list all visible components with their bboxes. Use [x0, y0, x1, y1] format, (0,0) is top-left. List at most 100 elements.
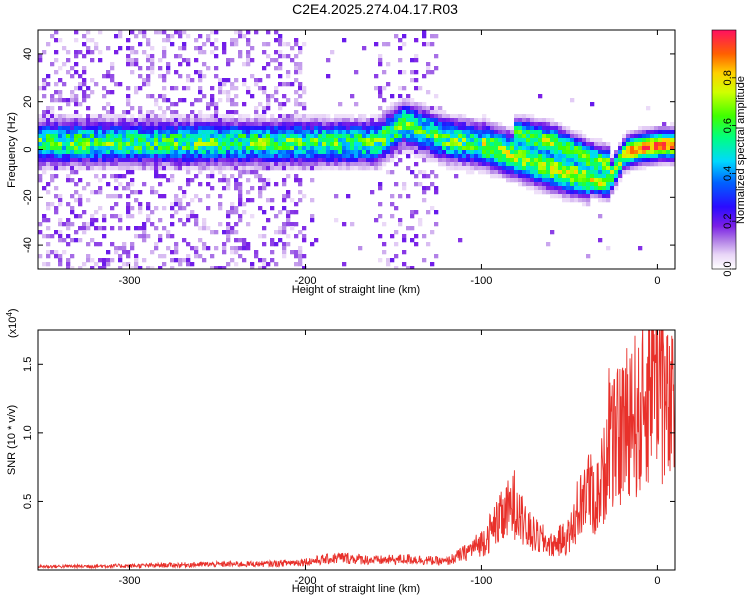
spectrogram-cell — [110, 90, 115, 95]
spectrogram-cell — [158, 194, 163, 199]
spectrogram-cell — [362, 146, 367, 151]
spectrogram-cell — [394, 182, 399, 187]
spectrogram-cell — [442, 138, 447, 143]
spectrogram-cell — [570, 98, 575, 103]
spectrogram-cell — [490, 126, 495, 131]
spectrogram-cell — [114, 194, 119, 199]
spectrogram-cell — [346, 130, 351, 135]
spectrogram-cell — [102, 94, 107, 99]
spectrogram-cell — [174, 102, 179, 107]
spectrogram-cell — [578, 154, 583, 159]
spectrogram-cell — [114, 158, 119, 163]
spectrogram-cell — [574, 158, 579, 163]
spectrogram-cell — [550, 178, 555, 183]
spectrogram-cell — [198, 150, 203, 155]
spectrogram-cell — [598, 166, 603, 171]
spectrogram-cell — [50, 106, 55, 111]
spectrogram-cell — [646, 150, 651, 155]
spectrogram-cell — [338, 146, 343, 151]
spectrogram-cell — [306, 122, 311, 127]
spectrogram-cell — [234, 122, 239, 127]
spectrogram-cell — [234, 102, 239, 107]
spectrogram-cell — [70, 254, 75, 259]
spectrogram-cell — [646, 130, 651, 135]
spectrogram-cell — [442, 130, 447, 135]
spectrogram-cell — [214, 158, 219, 163]
spectrogram-cell — [510, 126, 515, 131]
spectrogram-cell — [58, 158, 63, 163]
spectrogram-cell — [450, 154, 455, 159]
spectrogram-cell — [462, 134, 467, 139]
spectrogram-cell — [170, 146, 175, 151]
spectrogram-cell — [210, 102, 215, 107]
spectrogram-cell — [186, 58, 191, 63]
spectrogram-cell — [62, 150, 67, 155]
spectrogram-cell — [614, 182, 619, 187]
spectrogram-cell — [274, 214, 279, 219]
spectrogram-cell — [342, 114, 347, 119]
spectrogram-cell — [618, 158, 623, 163]
spectrogram-cell — [62, 130, 67, 135]
spectrogram-cell — [670, 126, 675, 131]
spectrogram-cell — [470, 150, 475, 155]
spectrogram-cell — [178, 158, 183, 163]
spectrogram-cell — [382, 150, 387, 155]
spectrogram-cell — [418, 170, 423, 175]
spectrogram-cell — [378, 58, 383, 63]
spectrogram-cell — [142, 122, 147, 127]
spectrogram-cell — [42, 142, 47, 147]
spectrogram-cell — [278, 210, 283, 215]
spectrogram-cell — [518, 178, 523, 183]
spectrogram-cell — [318, 114, 323, 119]
spectrogram-cell — [238, 118, 243, 123]
spectrogram-cell — [130, 118, 135, 123]
spectrogram-cell — [282, 246, 287, 251]
spectrogram-cell — [178, 74, 183, 79]
spectrogram-cell — [642, 138, 647, 143]
spectrogram-cell — [70, 170, 75, 175]
spectrogram-cell — [166, 158, 171, 163]
spectrogram-cell — [154, 98, 159, 103]
spectrogram-cell — [74, 134, 79, 139]
spectrogram-cell — [166, 126, 171, 131]
spectrogram-cell — [158, 234, 163, 239]
spectrogram-cell — [286, 118, 291, 123]
spectrogram-cell — [410, 98, 415, 103]
spectrogram-cell — [102, 106, 107, 111]
spectrogram-cell — [302, 162, 307, 167]
spectrogram-cell — [78, 130, 83, 135]
spectrogram-cell — [278, 66, 283, 71]
spectrogram-cell — [114, 118, 119, 123]
spectrogram-cell — [398, 106, 403, 111]
spectrogram-cell — [330, 146, 335, 151]
spectrogram-cell — [482, 142, 487, 147]
spectrogram-cell — [370, 134, 375, 139]
spectrogram-cell — [534, 150, 539, 155]
spectrogram-cell — [374, 138, 379, 143]
spectrogram-cell — [70, 158, 75, 163]
spectrogram-cell — [58, 90, 63, 95]
spectrogram-cell — [214, 66, 219, 71]
spectrogram-cell — [518, 150, 523, 155]
spectrogram-cell — [394, 34, 399, 39]
spectrogram-cell — [38, 122, 43, 127]
spectrogram-cell — [226, 62, 231, 67]
spectrogram-cell — [50, 162, 55, 167]
spectrogram-cell — [334, 126, 339, 131]
spectrogram-cell — [254, 122, 259, 127]
spectrogram-cell — [486, 154, 491, 159]
spectrogram-cell — [326, 154, 331, 159]
spectrogram-cell — [578, 182, 583, 187]
spectrogram-cell — [558, 178, 563, 183]
spectrogram-cell — [214, 230, 219, 235]
spectrogram-cell — [650, 126, 655, 131]
snr-y-label: SNR (10 * v/v) — [6, 405, 18, 475]
spectrogram-cell — [662, 138, 667, 143]
spectrogram-cell — [274, 182, 279, 187]
spectrogram-cell — [154, 174, 159, 179]
spectrogram-cell — [266, 262, 271, 267]
spectrogram-cell — [98, 178, 103, 183]
spectrogram-cell — [266, 102, 271, 107]
spectrogram-cell — [78, 158, 83, 163]
spectrogram-cell — [230, 134, 235, 139]
